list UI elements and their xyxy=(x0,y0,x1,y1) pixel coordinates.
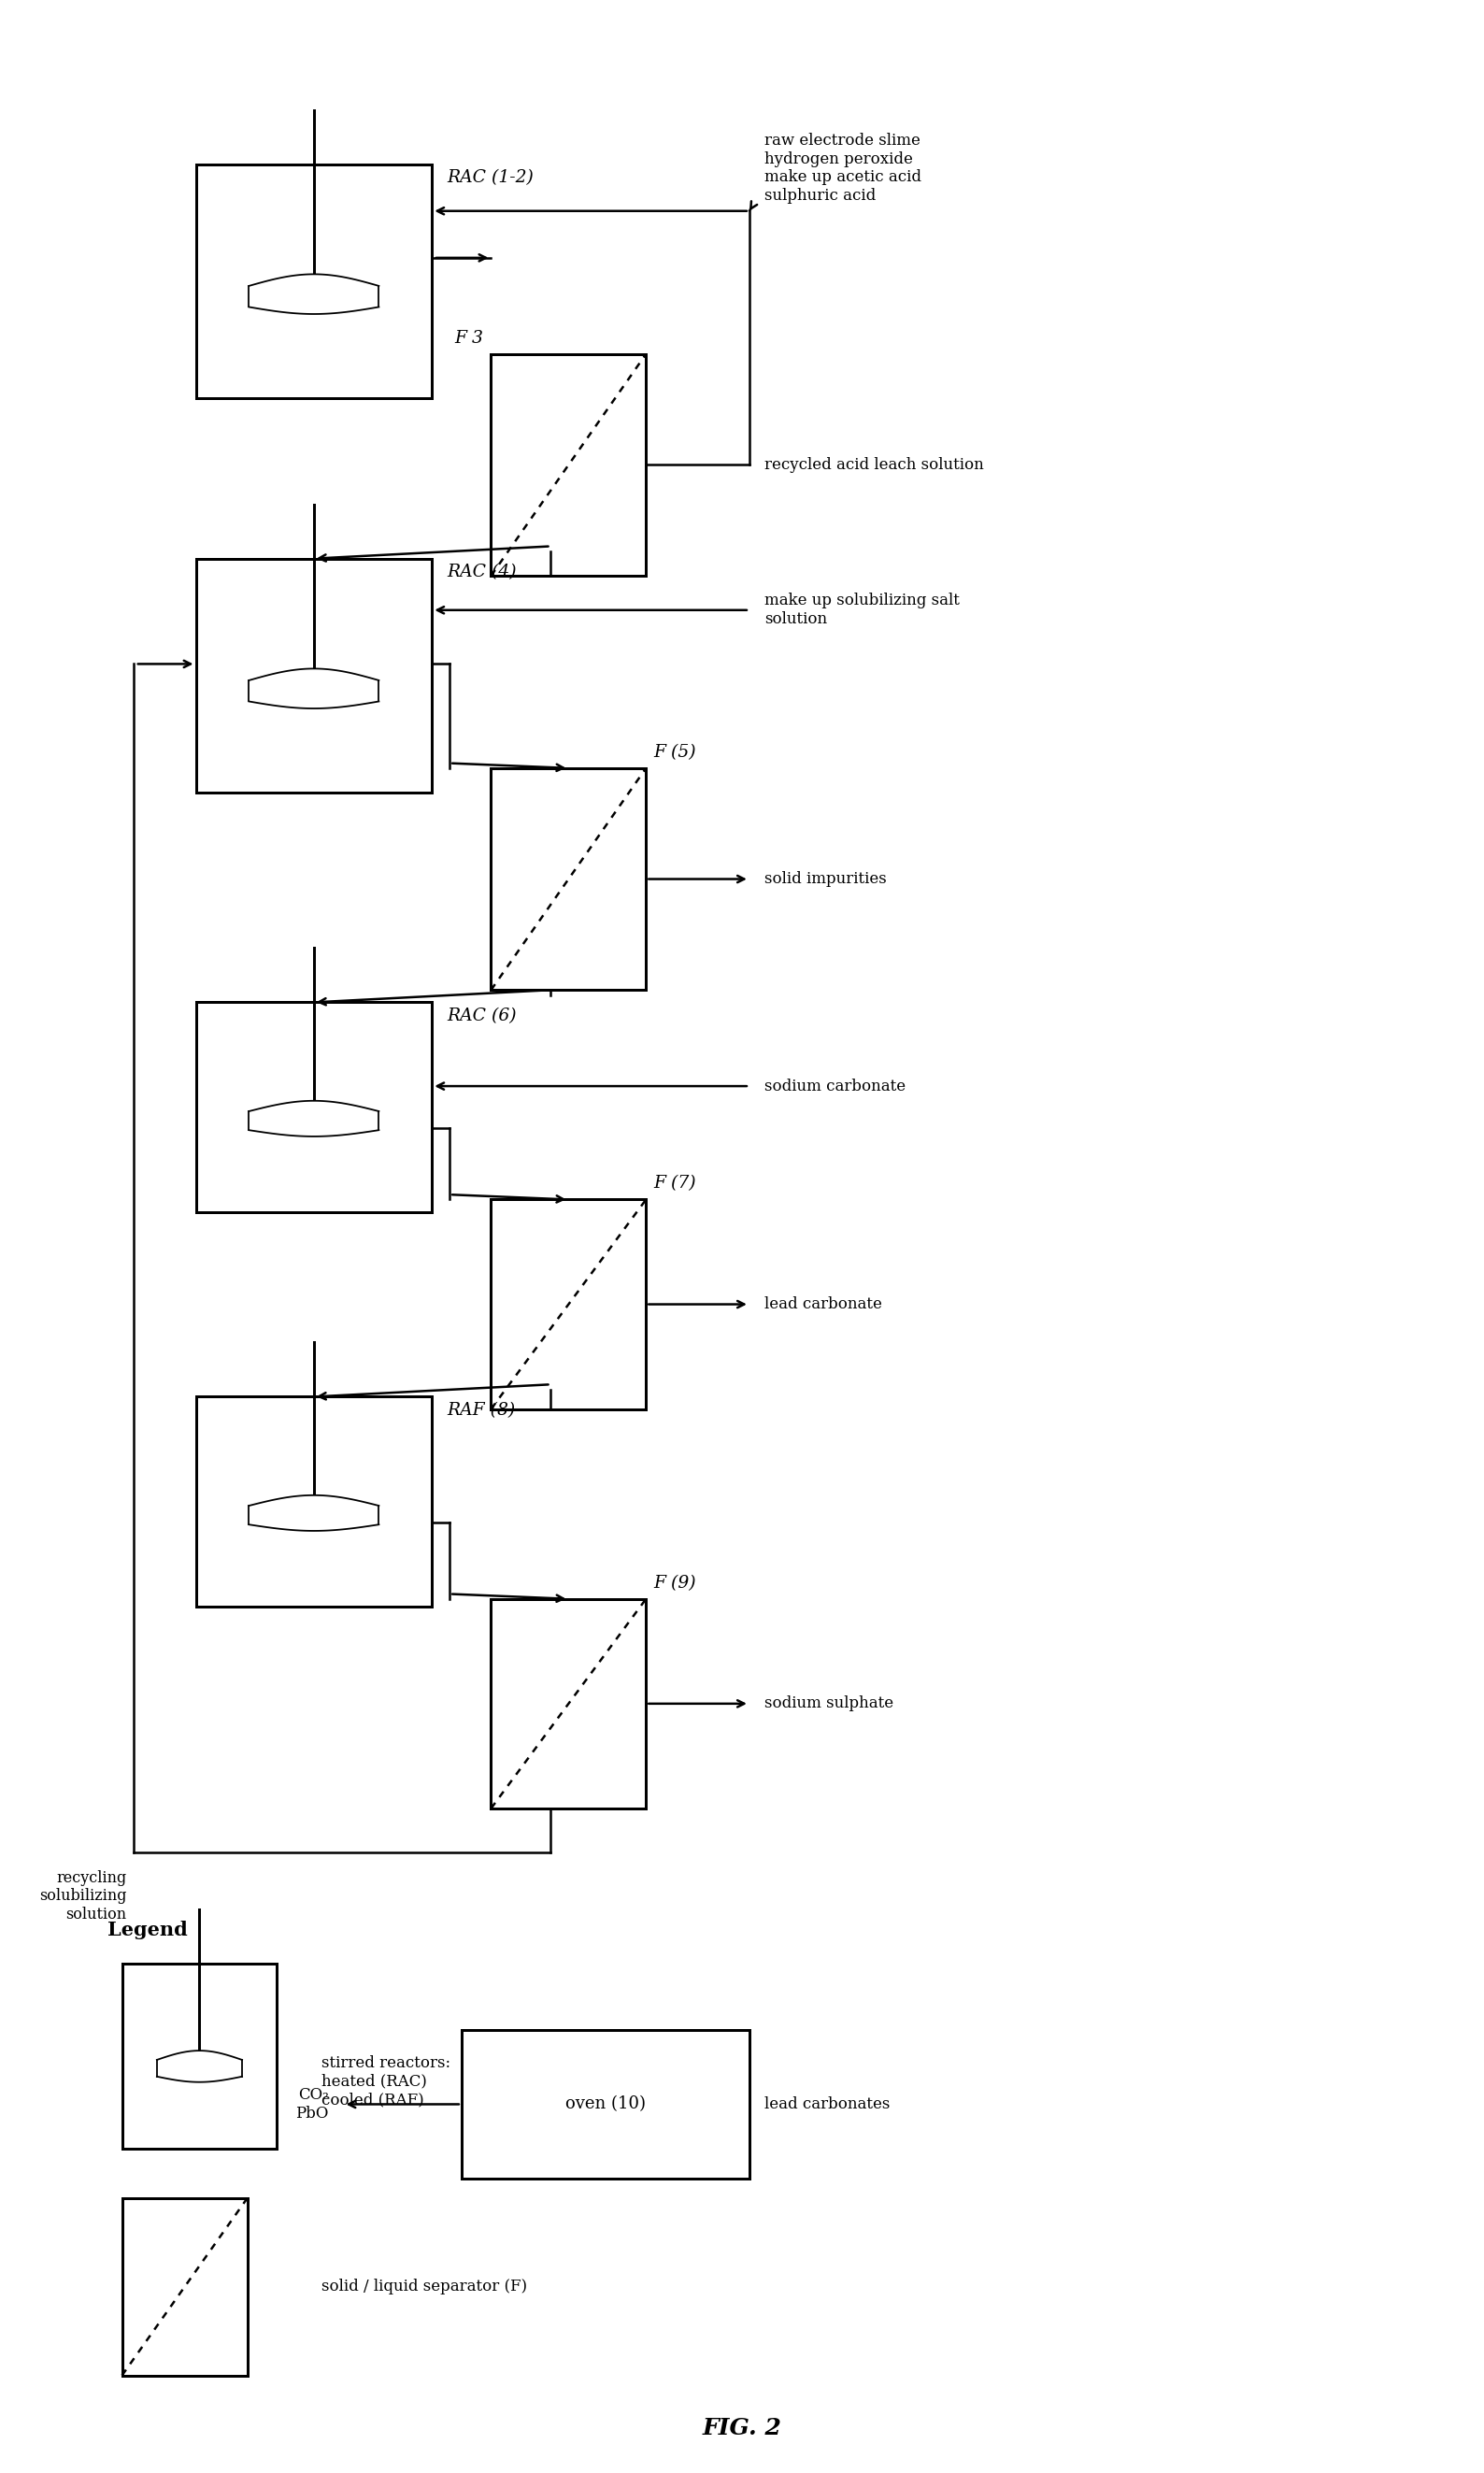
Text: raw electrode slime
hydrogen peroxide
make up acetic acid
sulphuric acid: raw electrode slime hydrogen peroxide ma… xyxy=(764,134,922,203)
Bar xyxy=(122,2198,248,2377)
Text: RAF (8): RAF (8) xyxy=(447,1402,515,1420)
Text: CO₂
PbO: CO₂ PbO xyxy=(295,2087,328,2122)
Text: F 3: F 3 xyxy=(454,329,484,346)
Text: stirred reactors:
heated (RAC)
cooled (RAF): stirred reactors: heated (RAC) cooled (R… xyxy=(321,2055,450,2107)
Text: F (9): F (9) xyxy=(653,1575,696,1593)
Text: RAC (6): RAC (6) xyxy=(447,1007,516,1024)
Text: recycled acid leach solution: recycled acid leach solution xyxy=(764,458,984,472)
Bar xyxy=(491,769,646,989)
Text: F (7): F (7) xyxy=(653,1175,696,1192)
Bar xyxy=(196,1397,432,1607)
Bar xyxy=(196,559,432,794)
Text: FIG. 2: FIG. 2 xyxy=(702,2416,782,2438)
Text: sodium carbonate: sodium carbonate xyxy=(764,1078,905,1093)
Bar xyxy=(122,1964,278,2149)
Text: lead carbonates: lead carbonates xyxy=(764,2097,890,2112)
Text: lead carbonate: lead carbonate xyxy=(764,1296,881,1313)
Text: make up solubilizing salt
solution: make up solubilizing salt solution xyxy=(764,594,959,628)
Text: solid / liquid separator (F): solid / liquid separator (F) xyxy=(321,2278,527,2295)
Bar xyxy=(491,1199,646,1410)
Text: RAC (1-2): RAC (1-2) xyxy=(447,168,534,185)
Text: sodium sulphate: sodium sulphate xyxy=(764,1696,893,1711)
Text: RAC (4): RAC (4) xyxy=(447,564,516,581)
Text: recycling
solubilizing
solution: recycling solubilizing solution xyxy=(39,1870,126,1922)
Bar xyxy=(491,1600,646,1808)
Text: F (5): F (5) xyxy=(653,744,696,762)
Bar xyxy=(196,1002,432,1212)
Text: Legend: Legend xyxy=(107,1922,187,1939)
Bar xyxy=(491,354,646,576)
Text: solid impurities: solid impurities xyxy=(764,870,886,888)
Bar xyxy=(462,2030,749,2179)
Bar xyxy=(196,163,432,398)
Text: oven (10): oven (10) xyxy=(565,2095,646,2112)
